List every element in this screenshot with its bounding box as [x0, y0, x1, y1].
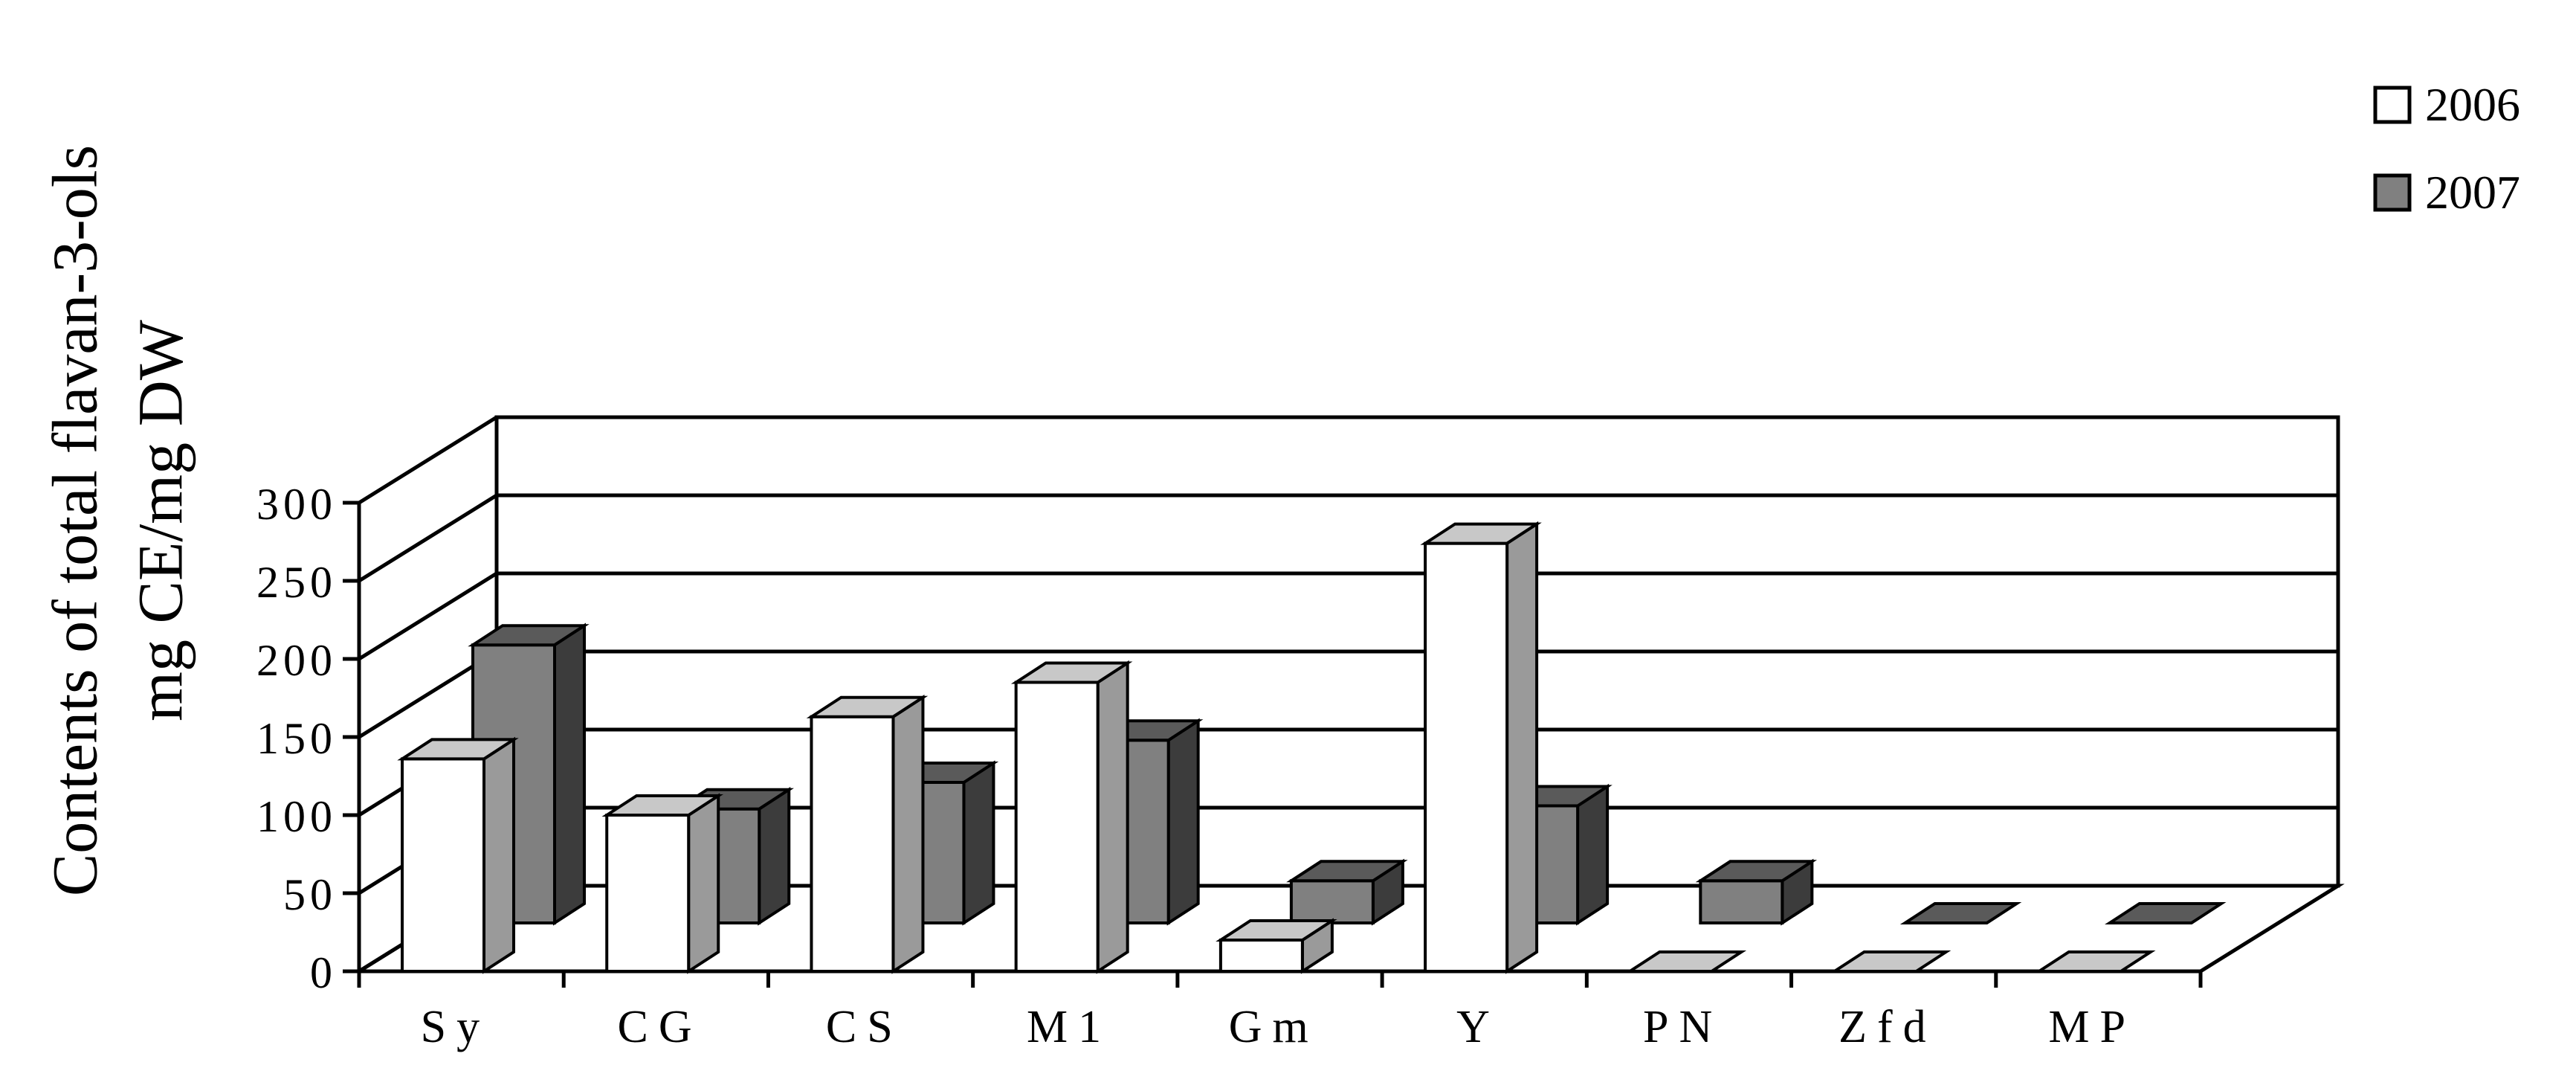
- category-label: CG: [618, 1002, 703, 1052]
- bar-top: [806, 695, 929, 718]
- bar-2006-CS: [806, 695, 929, 974]
- bar-2007-MP: [2105, 902, 2227, 924]
- bar-front: [1424, 541, 1509, 973]
- side-wall-line: [358, 415, 498, 505]
- bar-top: [1829, 950, 1952, 973]
- bar-side: [1505, 521, 1539, 974]
- bar-top: [601, 794, 723, 817]
- bar-top: [1286, 860, 1408, 883]
- bars: [397, 521, 2227, 974]
- y-tick-label: 300: [256, 480, 337, 529]
- bar-side: [1166, 718, 1200, 926]
- category-label: Y: [1456, 1002, 1500, 1052]
- bar-2006-MP: [2034, 950, 2156, 973]
- y-tick-label: 0: [310, 948, 337, 997]
- bar-2007-Zfd: [1899, 902, 2022, 924]
- legend-label: 2006: [2425, 78, 2520, 131]
- category-label: MP: [2048, 1002, 2136, 1052]
- bar-top: [1216, 919, 1337, 942]
- bar-side: [891, 695, 925, 974]
- y-axis-label: Contents of total flavan-3-ols mg CE/mg D…: [39, 145, 196, 896]
- bar-front: [605, 814, 691, 973]
- bar-2007-Gm: [1286, 858, 1408, 926]
- legend-swatch: [2373, 173, 2412, 212]
- bar-top: [1899, 902, 2022, 924]
- bar-top: [2034, 950, 2156, 973]
- category-label: Sy: [421, 1002, 490, 1052]
- category-label: M1: [1027, 1002, 1111, 1052]
- y-axis-label-line: Contents of total flavan-3-ols: [39, 145, 111, 896]
- bar-top: [1695, 860, 1818, 883]
- bar-side: [962, 760, 995, 926]
- y-tick-label: 250: [256, 558, 337, 607]
- category-label: Gm: [1229, 1002, 1319, 1052]
- side-wall-line: [358, 571, 498, 661]
- bar-side: [1576, 783, 1610, 926]
- bar-side: [553, 622, 586, 926]
- bar-front: [810, 715, 895, 973]
- legend-label: 2007: [2425, 166, 2520, 219]
- y-axis-label-line: mg CE/mg DW: [125, 320, 196, 721]
- bar-side: [482, 736, 515, 974]
- bar-front: [1699, 879, 1784, 925]
- category-label: Zfd: [1839, 1002, 1937, 1052]
- category-labels: Sy CG CS M1 Gm Y PN Zfd MP: [421, 1002, 2136, 1052]
- bar-top: [1010, 661, 1133, 684]
- bar-side: [687, 793, 720, 974]
- bar-2006-CG: [601, 793, 723, 974]
- y-tick-label: 200: [256, 636, 337, 685]
- bar-top: [468, 624, 590, 647]
- y-tick-labels: 0 50 100 150 200 250 300: [256, 480, 337, 997]
- side-wall-line: [358, 493, 498, 583]
- bar-2006-M1: [1010, 660, 1133, 974]
- bar-2007-PN: [1695, 858, 1818, 926]
- bar-2006-Sy: [397, 736, 519, 974]
- bar-side: [758, 787, 791, 926]
- y-tick-label: 100: [256, 792, 337, 841]
- bar-top: [1624, 950, 1747, 973]
- bar-front: [1218, 939, 1304, 973]
- bar-top: [397, 738, 519, 761]
- y-tick-label: 50: [283, 870, 337, 919]
- legend-swatch: [2373, 86, 2412, 124]
- bar-side: [1096, 660, 1129, 974]
- bar-top: [2105, 902, 2227, 924]
- category-label: PN: [1643, 1002, 1723, 1052]
- bar-front: [1289, 879, 1375, 925]
- y-tick-label: 150: [256, 714, 337, 763]
- legend: 2006 2007: [2373, 78, 2520, 219]
- bar-2006-Gm: [1216, 918, 1337, 974]
- bar-front: [401, 757, 485, 974]
- bar-front: [1014, 680, 1100, 973]
- bar-2006-PN: [1624, 950, 1747, 973]
- category-label: CS: [826, 1002, 903, 1052]
- bar-2006-Zfd: [1829, 950, 1952, 973]
- bar-2006-Y: [1420, 521, 1542, 974]
- bar-top: [1420, 522, 1542, 545]
